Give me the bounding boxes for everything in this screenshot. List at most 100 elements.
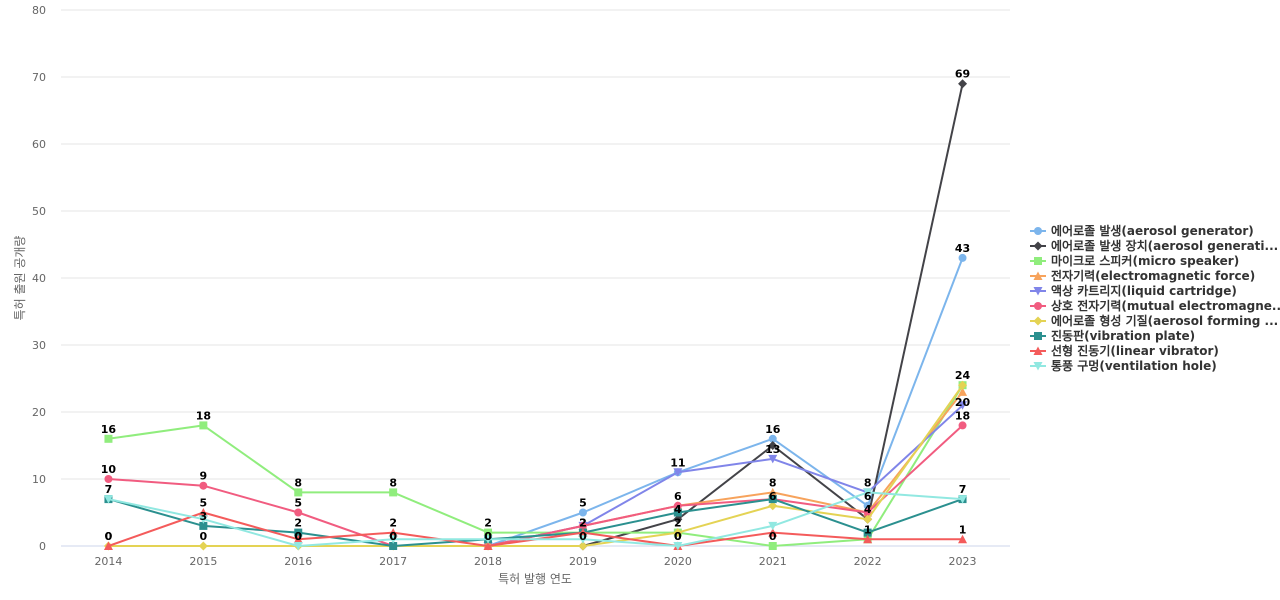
data-point[interactable]: [673, 508, 682, 517]
y-tick-label: 50: [32, 205, 46, 218]
legend-marker[interactable]: [1033, 271, 1043, 281]
legend-item[interactable]: 진동판(vibration plate): [1030, 328, 1195, 343]
data-point[interactable]: [578, 528, 588, 537]
data-point[interactable]: [389, 542, 398, 550]
data-point[interactable]: [294, 508, 303, 517]
legend-marker[interactable]: [1034, 227, 1042, 235]
data-point[interactable]: [863, 534, 873, 544]
data-label: 0: [484, 530, 492, 543]
data-point[interactable]: [863, 488, 873, 497]
legend-label: 선형 진동기(linear vibrator): [1051, 343, 1219, 358]
data-point[interactable]: [958, 380, 968, 390]
x-tick-label: 2021: [759, 555, 787, 568]
legend-item[interactable]: 에어로졸 형성 기질(aerosol forming ...: [1030, 313, 1278, 328]
data-label: 16: [765, 423, 781, 436]
data-point[interactable]: [958, 495, 968, 504]
series-line: [108, 384, 964, 547]
data-point[interactable]: [768, 495, 777, 504]
data-point[interactable]: [578, 521, 587, 530]
data-label: 7: [959, 483, 967, 496]
data-point[interactable]: [768, 434, 777, 443]
data-point[interactable]: [863, 508, 872, 517]
legend-item[interactable]: 에어로졸 발생 장치(aerosol generati...: [1030, 238, 1278, 253]
data-point[interactable]: [958, 534, 968, 544]
data-point[interactable]: [673, 514, 683, 524]
legend-marker[interactable]: [1034, 302, 1042, 310]
data-point[interactable]: [958, 387, 968, 396]
legend-item[interactable]: 액상 카트리지(liquid cartridge): [1030, 283, 1237, 298]
data-point[interactable]: [389, 488, 398, 497]
data-label: 2: [389, 517, 397, 530]
data-label: 0: [674, 530, 682, 543]
data-point[interactable]: [958, 79, 968, 89]
legend-marker[interactable]: [1034, 332, 1042, 340]
data-point[interactable]: [768, 528, 778, 537]
data-point[interactable]: [483, 541, 493, 551]
legend-marker[interactable]: [1033, 346, 1043, 356]
data-point[interactable]: [768, 441, 778, 450]
data-point[interactable]: [199, 421, 208, 430]
data-point[interactable]: [863, 514, 873, 524]
data-label: 6: [674, 490, 682, 503]
data-point[interactable]: [768, 542, 777, 550]
data-point[interactable]: [578, 535, 588, 544]
data-point[interactable]: [768, 487, 778, 497]
data-label: 69: [955, 68, 970, 81]
data-label: 3: [200, 510, 208, 523]
data-point[interactable]: [293, 534, 303, 544]
legend-item[interactable]: 상호 전자기력(mutual electromagne...: [1030, 298, 1280, 313]
legend-item[interactable]: 마이크로 스피커(micro speaker): [1030, 253, 1239, 268]
data-point[interactable]: [578, 541, 588, 551]
data-point[interactable]: [198, 515, 208, 524]
data-point[interactable]: [958, 401, 968, 410]
data-point[interactable]: [673, 468, 683, 477]
data-point[interactable]: [388, 528, 398, 537]
data-point[interactable]: [673, 542, 683, 551]
data-point[interactable]: [103, 541, 113, 551]
data-point[interactable]: [198, 541, 208, 551]
data-point[interactable]: [768, 454, 778, 464]
data-point[interactable]: [483, 535, 493, 544]
data-point[interactable]: [958, 253, 967, 262]
data-label: 0: [105, 530, 113, 543]
data-label: 0: [294, 530, 302, 543]
legend-item[interactable]: 에어로졸 발생(aerosol generator): [1030, 223, 1254, 238]
legend-item[interactable]: 전자기력(electromagnetic force): [1030, 268, 1255, 283]
data-label: 0: [579, 530, 587, 543]
data-label: 8: [864, 476, 872, 489]
data-label: 2: [674, 517, 682, 530]
data-point[interactable]: [863, 528, 872, 537]
legend-label: 통풍 구멍(ventilation hole): [1051, 358, 1217, 373]
data-label: 5: [294, 497, 302, 510]
legend-label: 진동판(vibration plate): [1051, 328, 1195, 343]
data-point[interactable]: [673, 528, 683, 538]
data-point[interactable]: [294, 528, 303, 537]
data-point[interactable]: [388, 535, 398, 544]
data-label: 13: [765, 443, 780, 456]
data-point[interactable]: [103, 495, 113, 504]
data-point[interactable]: [293, 542, 303, 551]
data-point[interactable]: [958, 421, 967, 430]
legend-marker[interactable]: [1033, 362, 1043, 371]
data-point[interactable]: [768, 521, 778, 531]
legend-item[interactable]: 선형 진동기(linear vibrator): [1030, 343, 1219, 358]
data-label: 1: [864, 523, 872, 536]
data-point[interactable]: [294, 488, 303, 497]
data-point[interactable]: [199, 481, 208, 490]
data-label: 43: [955, 242, 970, 255]
data-point[interactable]: [104, 434, 113, 443]
data-point[interactable]: [104, 475, 113, 483]
data-point[interactable]: [484, 528, 493, 537]
data-point[interactable]: [768, 501, 778, 511]
data-label: 7: [105, 483, 113, 496]
data-point[interactable]: [199, 521, 208, 530]
legend-item[interactable]: 통풍 구멍(ventilation hole): [1030, 358, 1217, 373]
x-tick-label: 2015: [189, 555, 217, 568]
legend-marker[interactable]: [1034, 257, 1042, 265]
legend-marker[interactable]: [1033, 316, 1043, 326]
legend-marker[interactable]: [1033, 241, 1043, 251]
data-point[interactable]: [198, 508, 208, 517]
legend-marker[interactable]: [1033, 287, 1043, 296]
data-point[interactable]: [673, 501, 682, 510]
data-point[interactable]: [578, 508, 587, 517]
